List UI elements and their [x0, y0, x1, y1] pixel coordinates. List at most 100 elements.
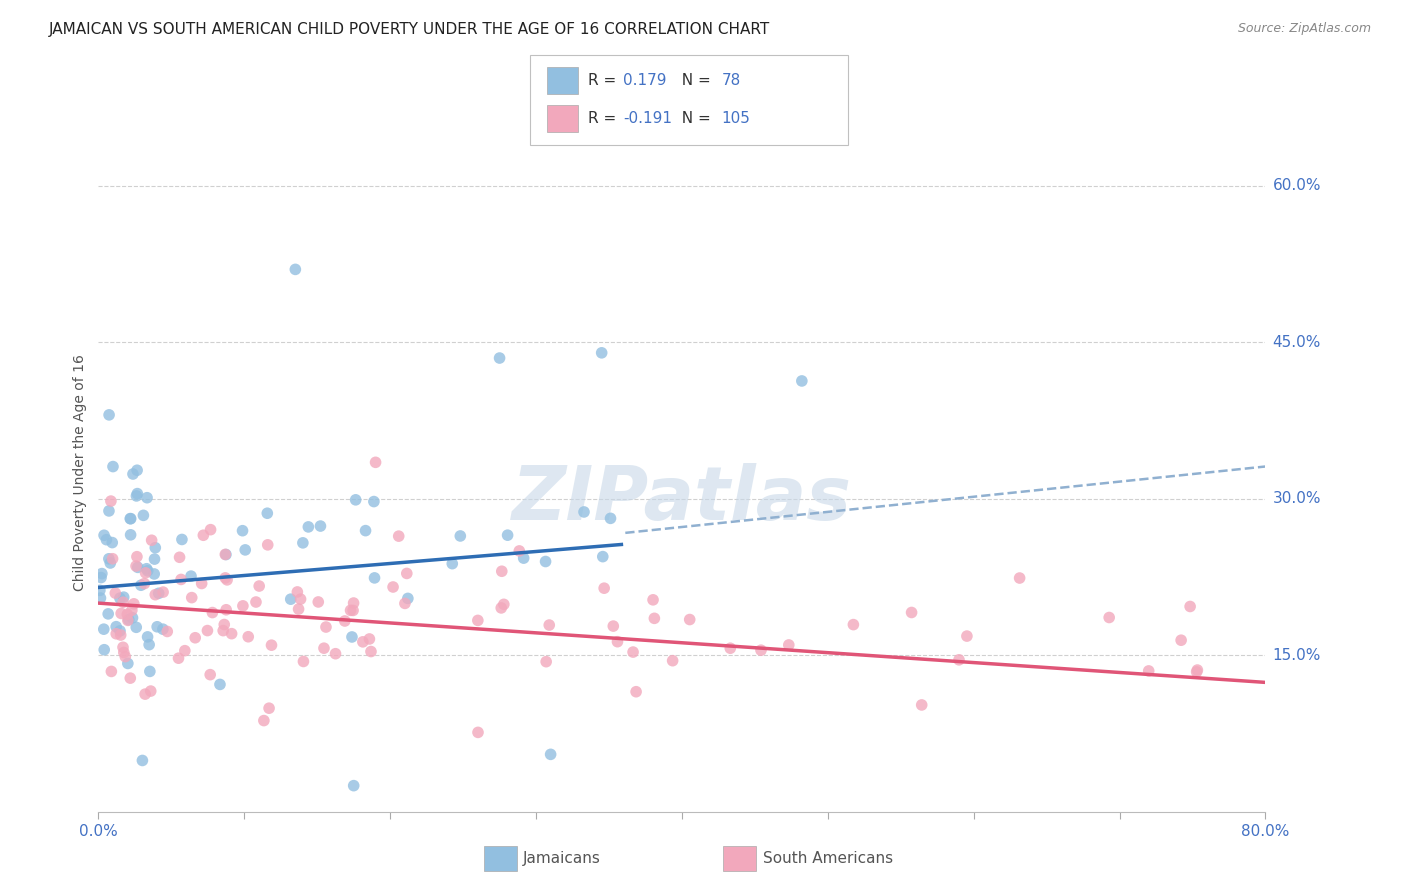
Point — [900, 606, 922, 620]
Point — [198, 667, 221, 681]
Point — [134, 687, 156, 701]
Point — [97, 607, 120, 621]
Point — [342, 596, 364, 610]
Point — [139, 665, 162, 679]
Point — [117, 657, 139, 671]
Point — [136, 564, 159, 578]
Point — [139, 684, 162, 698]
Point — [143, 552, 166, 566]
Text: -0.191: -0.191 — [623, 112, 672, 126]
Point — [138, 638, 160, 652]
Point — [143, 541, 166, 555]
Point — [135, 566, 157, 580]
Point — [118, 613, 141, 627]
Text: R =: R = — [588, 112, 621, 126]
Point — [135, 562, 157, 576]
Y-axis label: Child Poverty Under the Age of 16: Child Poverty Under the Age of 16 — [73, 354, 87, 591]
Point — [111, 640, 134, 655]
Point — [489, 601, 512, 615]
Point — [143, 588, 166, 602]
Point — [297, 520, 319, 534]
Point — [1178, 599, 1201, 614]
Point — [200, 523, 222, 537]
Point — [572, 505, 595, 519]
Point — [534, 655, 557, 669]
Point — [89, 591, 111, 605]
Point — [120, 511, 142, 525]
Point — [312, 641, 335, 656]
Point — [661, 654, 683, 668]
Point — [238, 630, 260, 644]
Point — [344, 492, 367, 507]
Point — [307, 595, 329, 609]
Point — [105, 620, 128, 634]
Point — [152, 622, 174, 636]
Point — [441, 557, 464, 571]
Point — [233, 542, 256, 557]
Point — [136, 491, 159, 505]
Point — [257, 701, 280, 715]
Point — [122, 467, 145, 481]
Text: 30.0%: 30.0% — [1272, 491, 1320, 507]
Point — [101, 459, 124, 474]
Point — [120, 671, 142, 685]
Point — [956, 629, 979, 643]
Point — [247, 579, 270, 593]
Text: N =: N = — [672, 73, 716, 87]
Point — [315, 620, 337, 634]
Point — [93, 622, 115, 636]
Point — [292, 655, 315, 669]
Point — [146, 620, 169, 634]
Point — [127, 486, 149, 500]
Point — [112, 595, 135, 609]
Point — [100, 665, 122, 679]
Point — [90, 566, 112, 581]
Point — [214, 571, 236, 585]
Point — [208, 677, 231, 691]
Point — [108, 624, 131, 638]
Point — [778, 638, 800, 652]
Point — [117, 607, 139, 622]
Point — [120, 512, 142, 526]
Point — [496, 528, 519, 542]
Text: 15.0%: 15.0% — [1272, 648, 1320, 663]
Point — [184, 631, 207, 645]
Point — [105, 627, 128, 641]
Point — [449, 529, 471, 543]
Point — [110, 607, 132, 621]
Point — [125, 620, 148, 634]
Point — [360, 644, 382, 658]
Point — [169, 550, 191, 565]
Point — [134, 576, 156, 591]
Point — [101, 535, 124, 549]
Point — [152, 585, 174, 599]
Text: R =: R = — [588, 73, 621, 87]
Text: 78: 78 — [721, 73, 741, 87]
Point — [1185, 665, 1208, 679]
Point — [333, 614, 356, 628]
Text: 0.179: 0.179 — [623, 73, 666, 87]
Point — [93, 642, 115, 657]
Point — [492, 598, 515, 612]
Point — [89, 583, 111, 598]
Point — [340, 630, 363, 644]
Point — [643, 611, 665, 625]
Point — [143, 566, 166, 581]
Point — [132, 508, 155, 523]
Point — [394, 596, 416, 610]
Point — [97, 504, 120, 518]
Point — [467, 614, 489, 628]
Point — [122, 597, 145, 611]
Point — [121, 603, 143, 617]
Point — [231, 524, 253, 538]
Point — [104, 586, 127, 600]
Point — [193, 528, 215, 542]
Text: JAMAICAN VS SOUTH AMERICAN CHILD POVERTY UNDER THE AGE OF 16 CORRELATION CHART: JAMAICAN VS SOUTH AMERICAN CHILD POVERTY… — [49, 22, 770, 37]
Point — [342, 603, 364, 617]
Point — [197, 624, 219, 638]
Point — [491, 564, 513, 578]
Point — [599, 511, 621, 525]
Point — [354, 524, 377, 538]
Point — [108, 591, 131, 606]
Point — [1187, 663, 1209, 677]
